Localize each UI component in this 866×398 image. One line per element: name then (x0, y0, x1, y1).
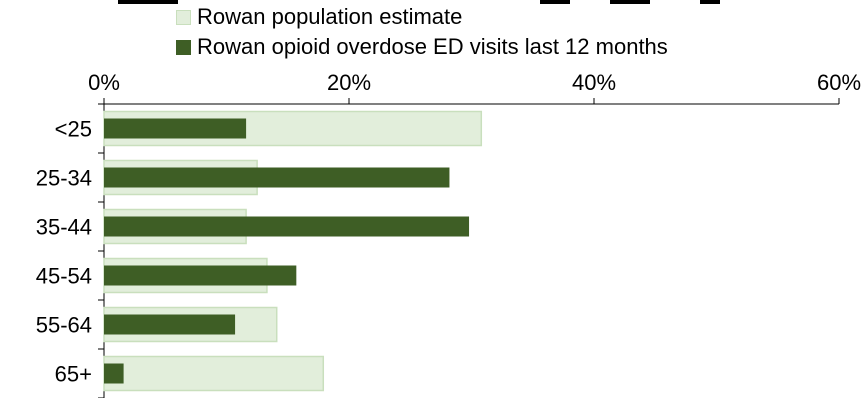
bar-ed-visits-5 (104, 363, 124, 384)
x-tick-label-3: 60% (817, 70, 861, 95)
y-category-label-1: 25-34 (36, 166, 92, 191)
bar-ed-visits-3 (104, 265, 297, 286)
y-category-label-0: <25 (55, 117, 92, 142)
cut-off-title-glyphs (118, 0, 720, 4)
chart-title-fragment (0, 0, 866, 8)
x-tick-label-1: 20% (327, 70, 371, 95)
legend-swatch-population (176, 10, 191, 25)
y-category-label-2: 35-44 (36, 215, 92, 240)
legend-label-population: Rowan population estimate (197, 4, 463, 29)
y-category-label-5: 65+ (55, 362, 92, 387)
legend-label-ed-visits: Rowan opioid overdose ED visits last 12 … (197, 34, 668, 59)
legend-entry-population: Rowan population estimate (176, 4, 462, 30)
x-tick-label-2: 40% (572, 70, 616, 95)
bar-ed-visits-0 (104, 118, 247, 139)
legend-entry-ed-visits: Rowan opioid overdose ED visits last 12 … (176, 34, 668, 60)
bar-population-5 (103, 355, 325, 392)
bar-ed-visits-4 (104, 314, 236, 335)
legend-swatch-ed-visits (176, 40, 191, 55)
y-category-label-4: 55-64 (36, 313, 92, 338)
x-tick-label-0: 0% (88, 70, 120, 95)
y-category-label-3: 45-54 (36, 264, 92, 289)
bar-ed-visits-1 (104, 167, 450, 188)
bar-ed-visits-2 (104, 216, 470, 237)
